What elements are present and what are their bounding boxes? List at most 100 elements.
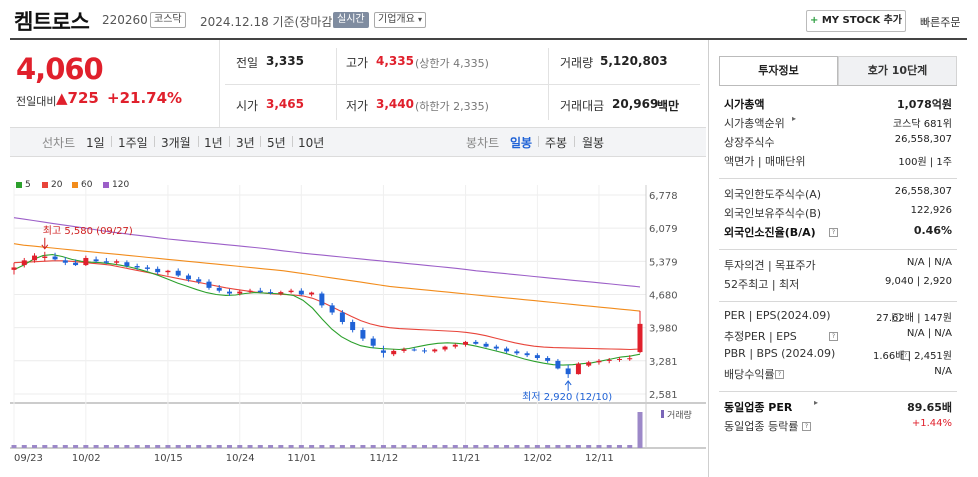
market-badge: 코스닥 [150,12,186,28]
volume-bar [227,445,233,448]
realtime-badge[interactable]: 실시간 [333,12,369,28]
period-5y[interactable]: 5년 [267,136,286,150]
x-tick-label: 11/12 [369,453,398,464]
volume-bar [380,445,386,448]
candle-body [524,353,530,356]
chevron-right-icon[interactable]: ▸ [792,114,797,123]
info-label: 상장주식수 [724,136,775,149]
legend-ma20: 20 [42,180,62,190]
volume-bar [73,445,79,448]
period-separator [229,136,230,147]
candle-body [42,256,48,258]
volume-bar [124,445,130,448]
period-separator [154,136,155,147]
stat-row-divider [225,84,700,85]
candle-body [32,255,38,261]
x-tick-label: 11/01 [287,453,316,464]
volume-bar [206,445,212,448]
info-row: 동일업종 등락률? +1.44% [724,418,952,437]
candle-body [319,293,325,306]
candle-daily[interactable]: 일봉 [510,136,533,150]
info-value: 100원 | 1주 [898,157,952,168]
volume-bar [237,445,243,448]
tab-orderbook-10[interactable]: 호가 10단계 [838,56,957,86]
candle-body [216,287,222,291]
candle-body [514,351,520,354]
volume-bar [514,445,520,448]
ma5-line [13,254,641,366]
help-icon[interactable]: ? [829,228,838,237]
info-row: 시가총액 1,078억원 [724,96,952,115]
candle-body [575,363,581,375]
company-overview-dropdown[interactable]: 기업개요 ▾ [374,12,427,28]
volume-label: 거래량 [667,409,692,421]
date-text: 2024.12.18 기준(장마감) [200,15,338,29]
candle-body [606,359,612,361]
period-1d[interactable]: 1일 [86,136,105,150]
volume-bar [52,445,58,448]
info-value: 1,078억원 [896,98,952,111]
volume-bar [309,445,315,448]
volume-bar [637,412,643,448]
volume-value: 5,120,803 [600,54,668,68]
mystock-add-label: MY STOCK 추가 [821,15,903,26]
info-value: N/A | N/A [906,257,952,268]
legend-ma5: 5 [16,180,31,190]
help-icon[interactable]: ? [775,370,784,379]
candle-body [114,261,120,263]
candle-body [73,262,79,266]
volume-bar [483,445,489,448]
volume-label: 거래량 [560,56,594,70]
high-annotation: 최고 5,580 (09/27) [43,225,133,237]
volume-bar [216,445,222,448]
period-1y[interactable]: 1년 [204,136,223,150]
period-3m[interactable]: 3개월 [161,136,191,150]
volume-bar [575,445,581,448]
candle-body [350,321,356,331]
info-row: PBR | BPS (2024.09)? 1.66배 | 2,451원 [724,347,952,366]
info-value: 코스닥 681위 [892,119,952,130]
candle-weekly[interactable]: 주봉 [545,136,568,150]
volume-bar [432,445,438,448]
x-tick-label: 10/15 [154,453,183,464]
candle-monthly[interactable]: 월봉 [582,136,605,150]
tab-investment-info[interactable]: 투자정보 [719,56,838,86]
candle-body [206,281,212,288]
volume-bar [545,445,551,448]
help-icon[interactable]: ? [892,313,901,322]
volume-bar [21,445,27,448]
candle-body [247,290,253,292]
legend-ma120: 120 [103,180,129,190]
help-icon[interactable]: ? [901,351,910,360]
legend-ma60: 60 [72,180,92,190]
volume-bar [93,445,99,448]
volume-bar [288,445,294,448]
price-chart[interactable]: 6,778 6,079 5,379 4,680 3,980 3,281 2,581 09/2… [0,0,708,477]
period-1w[interactable]: 1주일 [118,136,148,150]
period-separator [538,136,539,147]
volume-bar [401,445,407,448]
volume-bar [32,445,38,448]
info-row: 동일업종 PER ▸ 89.65배 [724,398,952,418]
candle-body [391,350,397,355]
mystock-add-button[interactable]: + MY STOCK 추가 [806,10,906,32]
info-row: 액면가 | 매매단위 100원 | 1주 [724,153,952,172]
y-tick-label: 4,680 [649,290,678,301]
info-label: 52주최고 | 최저 [724,278,800,291]
help-icon[interactable]: ? [829,332,838,341]
legend-label: 60 [81,180,93,190]
tab-underline [719,85,957,86]
chevron-right-icon[interactable]: ▸ [814,398,819,407]
volume-bar [165,445,171,448]
help-icon[interactable]: ? [802,422,811,431]
volume-bar [268,445,274,448]
quick-order-link[interactable]: 빠른주문 [920,16,961,29]
period-3y[interactable]: 3년 [236,136,255,150]
info-label: 시가총액순위 [724,117,785,130]
volume-bar [627,445,633,448]
line-chart-toggle[interactable]: 선차트 [42,136,76,150]
period-10y[interactable]: 10년 [298,136,325,150]
period-separator [198,136,199,147]
period-bar [10,127,706,157]
candle-body [586,362,592,366]
